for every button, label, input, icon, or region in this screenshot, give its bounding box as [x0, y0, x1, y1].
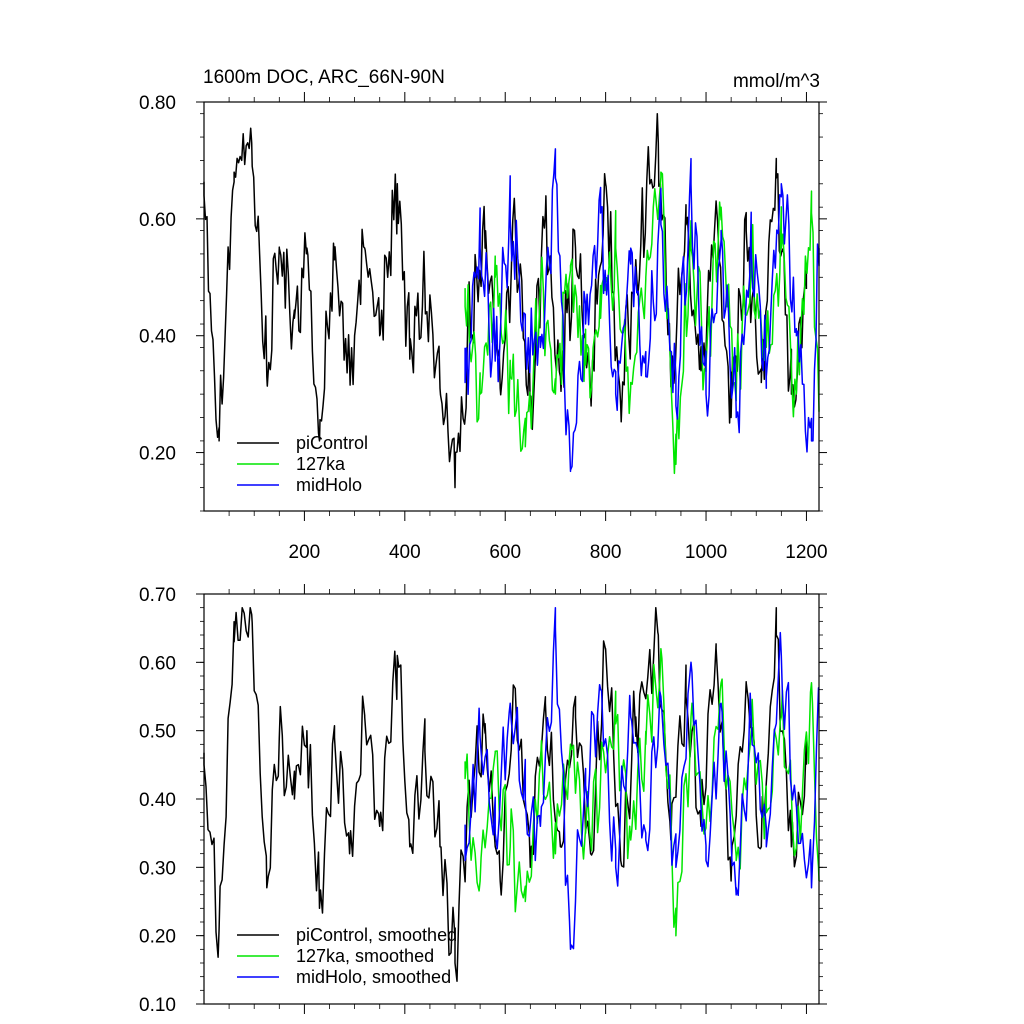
y-tick-label: 0.60 [139, 653, 176, 674]
series-line-picontrol [203, 112, 808, 489]
legend-label: piControl [296, 433, 368, 453]
top-panel-title: 1600m DOC, ARC_66N-90N [203, 67, 445, 88]
series-line-midholo-smoothed [464, 606, 820, 951]
top-panel: 1600m DOC, ARC_66N-90N mmol/m^3 0.20 0.40… [139, 67, 828, 563]
x-tick-label: 200 [289, 542, 321, 563]
x-tick-label: 600 [489, 542, 521, 563]
top-panel-frame [203, 101, 820, 512]
y-tick-label: 0.40 [139, 790, 176, 811]
legend-label: midHolo [296, 475, 362, 495]
series-line-midholo [464, 148, 820, 473]
x-tick-label: 1200 [785, 542, 827, 563]
y-tick-label: 0.80 [139, 93, 176, 114]
top-panel-units: mmol/m^3 [733, 71, 820, 92]
legend-label: 127ka [296, 454, 346, 474]
y-tick-label: 0.50 [139, 722, 176, 743]
legend-label: 127ka, smoothed [296, 946, 434, 966]
bottom-panel-frame [203, 593, 820, 1005]
x-tick-label: 1000 [685, 542, 727, 563]
x-tick-label: 400 [389, 542, 421, 563]
bottom-panel-series [203, 606, 820, 982]
y-tick-label: 0.30 [139, 858, 176, 879]
y-tick-label: 0.20 [139, 927, 176, 948]
top-panel-series [203, 112, 820, 489]
y-tick-label: 0.20 [139, 444, 176, 465]
y-tick-label: 0.40 [139, 327, 176, 348]
top-panel-tick-labels: 0.20 0.40 0.60 0.80 200 400 600 800 1000 1200 [139, 93, 828, 563]
y-tick-label: 0.10 [139, 995, 176, 1016]
bottom-panel-tick-labels: 0.10 0.20 0.30 0.40 0.50 0.60 0.70 [139, 585, 176, 1016]
y-tick-label: 0.70 [139, 585, 176, 606]
legend-label: midHolo, smoothed [296, 967, 451, 987]
bottom-panel-ticks [196, 584, 827, 1014]
series-line-127ka-smoothed [464, 647, 820, 937]
bottom-panel: 0.10 0.20 0.30 0.40 0.50 0.60 0.70 piControl, … [139, 584, 827, 1016]
x-tick-label: 800 [590, 542, 622, 563]
y-tick-label: 0.60 [139, 210, 176, 231]
legend-label: piControl, smoothed [296, 925, 457, 945]
top-panel-ticks [196, 92, 827, 521]
series-line-picontrol-smoothed [203, 606, 808, 982]
